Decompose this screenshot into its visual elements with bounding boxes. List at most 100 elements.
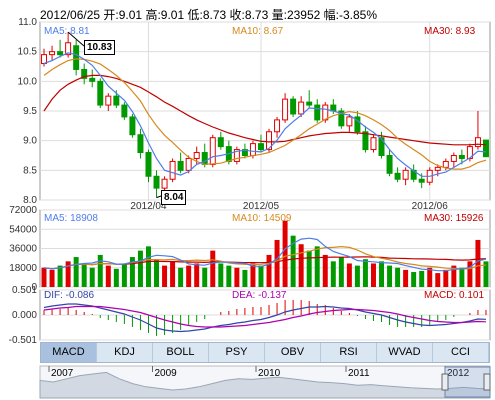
macd-dif-line xyxy=(43,303,487,333)
low-value: 8.73 xyxy=(202,8,227,22)
high-label: 高: xyxy=(145,8,161,22)
volume-bar xyxy=(250,263,256,287)
price-x-tick: 2012/05 xyxy=(243,201,280,212)
price-x-tick: 2012/06 xyxy=(412,201,449,212)
candle-body xyxy=(402,169,409,180)
candle-body xyxy=(418,178,425,183)
candle-body xyxy=(73,45,80,70)
high-price-callout: 10.83 xyxy=(84,40,116,55)
candle-body xyxy=(378,137,385,156)
change-value: -3.85% xyxy=(339,8,378,22)
close-label: 收: xyxy=(229,8,245,22)
volume-bar xyxy=(210,250,216,287)
quote-header: 2012/06/25 开:9.01 高:9.01 低:8.73 收:8.73 量… xyxy=(40,6,377,23)
candle-body xyxy=(89,77,96,82)
volume-ma30-label: MA30: 15926 xyxy=(424,213,484,224)
volume-bar xyxy=(379,261,385,287)
volume-bar xyxy=(435,273,441,287)
volume-bar xyxy=(338,257,344,287)
volume-bar xyxy=(65,261,71,287)
price-ma5-label: MA5: 8.81 xyxy=(44,26,90,37)
candle-body xyxy=(185,157,192,171)
price-y-tick: 8.5 xyxy=(23,165,37,176)
price-ma30-line xyxy=(43,74,487,146)
volume-bar xyxy=(290,235,296,287)
volume-bar xyxy=(451,265,457,287)
volume-bar xyxy=(330,261,336,287)
candle-body xyxy=(65,42,72,56)
tab-kdj[interactable]: KDJ xyxy=(97,343,153,362)
candle-body xyxy=(121,104,128,118)
volume-bar xyxy=(202,267,208,287)
volume-bar xyxy=(73,257,79,287)
close-value: 8.73 xyxy=(244,8,269,22)
candle-body xyxy=(129,116,136,136)
volume-bar xyxy=(403,269,409,287)
macd-value-label: MACD: 0.101 xyxy=(424,290,485,301)
volume-y-tick: 54000 xyxy=(9,224,37,235)
tab-obv[interactable]: OBV xyxy=(265,343,321,362)
volume-bar xyxy=(129,257,135,287)
volume-bar xyxy=(362,259,368,287)
volume-bar xyxy=(162,265,168,287)
tab-wvad[interactable]: WVAD xyxy=(377,343,433,362)
candle-body xyxy=(474,137,481,148)
volume-bar xyxy=(89,267,95,287)
volume-bar xyxy=(234,267,240,287)
volume-bar xyxy=(298,244,304,287)
macd-dea-line xyxy=(43,305,487,328)
price-y-tick: 10.5 xyxy=(18,47,38,58)
tab-psy[interactable]: PSY xyxy=(209,343,265,362)
candle-body xyxy=(362,131,369,151)
volume-bar xyxy=(427,267,433,287)
candle-body xyxy=(450,155,457,162)
candle-body xyxy=(394,172,401,180)
candle-body xyxy=(209,137,216,165)
candle-body xyxy=(49,51,56,56)
volume-ma5-line xyxy=(43,237,487,272)
volume-bar xyxy=(258,265,264,287)
volume-bar xyxy=(145,246,151,287)
price-ma5-line xyxy=(43,52,487,177)
price-ma10-label: MA10: 8.67 xyxy=(232,26,284,37)
volume-bar xyxy=(170,261,176,287)
volume-bar xyxy=(49,269,55,287)
candle-body xyxy=(482,139,489,158)
price-y-tick: 8.0 xyxy=(23,195,37,206)
candle-body xyxy=(346,116,353,127)
open-label: 开: xyxy=(103,8,119,22)
volume-bar xyxy=(218,263,224,287)
candle-body xyxy=(241,149,248,156)
candle-body xyxy=(386,155,393,174)
candle-body xyxy=(322,104,329,121)
candle-body xyxy=(233,149,240,162)
volume-bar xyxy=(57,265,63,287)
volume-bar xyxy=(322,254,328,287)
macd-y-tick: 0.000 xyxy=(12,310,37,321)
price-y-tick: 9.5 xyxy=(23,106,37,117)
candle-body xyxy=(57,51,64,56)
candle-body xyxy=(217,137,224,148)
indicator-tabs: MACD KDJ BOLL PSY OBV RSI WVAD CCI xyxy=(40,342,490,363)
tab-rsi[interactable]: RSI xyxy=(321,343,377,362)
candle-body xyxy=(306,101,313,106)
tab-boll[interactable]: BOLL xyxy=(153,343,209,362)
tab-cci[interactable]: CCI xyxy=(433,343,489,362)
open-value: 9.01 xyxy=(118,8,143,22)
candle-body xyxy=(161,178,168,189)
candle-body xyxy=(81,68,88,79)
price-y-tick: 11.0 xyxy=(18,17,37,28)
volume-bar xyxy=(354,265,360,287)
volume-ma5-label: MA5: 18908 xyxy=(44,213,98,224)
volume-bar xyxy=(105,265,111,287)
candle-body xyxy=(266,131,273,151)
price-ma10-line xyxy=(43,58,487,170)
candle-body xyxy=(145,152,152,177)
overview-x-tick: 2007 xyxy=(51,368,74,379)
volume-bar xyxy=(306,250,312,287)
candle-body xyxy=(41,54,48,65)
volume-bar xyxy=(97,254,103,287)
macd-y-tick: -0.501 xyxy=(9,335,38,346)
tab-macd[interactable]: MACD xyxy=(41,343,97,362)
